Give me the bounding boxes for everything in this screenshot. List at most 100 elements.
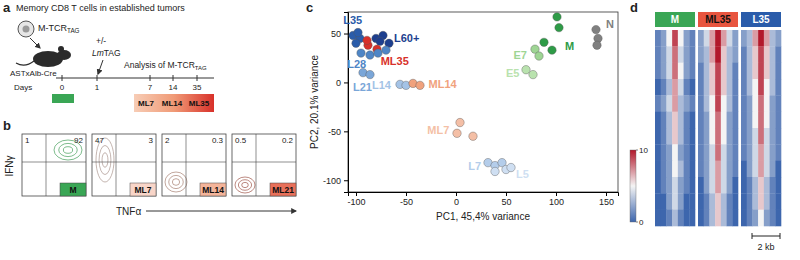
point	[366, 51, 374, 59]
y-axis: -100-50050	[323, 13, 349, 193]
heatmap-cell	[689, 177, 695, 194]
heatmap-cell	[698, 63, 704, 80]
sample-label: L35	[752, 14, 770, 25]
heatmap-cell	[752, 161, 758, 178]
heatmap-cell	[684, 161, 690, 178]
heatmap-cell	[747, 63, 753, 80]
flow-contour	[169, 175, 184, 188]
heatmap-cell	[655, 30, 661, 47]
series-label: N	[606, 18, 614, 30]
heatmap-cell	[698, 161, 704, 178]
heatmap-cell	[758, 30, 764, 47]
x-axis-title: PC1, 45,4% variance	[436, 211, 530, 222]
heatmap-cell	[666, 112, 672, 129]
gate-line	[232, 162, 296, 163]
heatmap-cell	[715, 79, 721, 96]
heatmap-cell	[704, 30, 710, 47]
heatmap-cell	[655, 79, 661, 96]
heatmap-cell	[704, 79, 710, 96]
x-tick: -50	[400, 192, 413, 207]
day-tick	[173, 75, 174, 81]
heatmap-cell	[666, 79, 672, 96]
flow-plot: 0.50.2ML21	[232, 134, 296, 196]
scale-bar	[752, 236, 780, 237]
heatmap-cell	[752, 112, 758, 129]
day-label: 1	[95, 83, 100, 92]
sample-label: ML14	[202, 185, 224, 195]
heatmap-cell	[732, 177, 738, 194]
heatmap-cell	[704, 161, 710, 178]
heatmap-cell	[698, 144, 704, 161]
sample-label: ML35	[705, 14, 731, 25]
heatmap-cell	[698, 46, 704, 63]
timeline	[56, 78, 214, 79]
heatmap-cell	[747, 30, 753, 47]
heatmap-cell	[684, 128, 690, 145]
heatmap-cell	[747, 46, 753, 63]
heatmap-cell	[775, 177, 781, 194]
heatmap-cell	[672, 112, 678, 129]
flow-contour	[238, 180, 251, 191]
series-label: ML35	[381, 55, 409, 67]
heatmap-cell	[741, 79, 747, 96]
heatmap-cell	[689, 30, 695, 47]
sample-box	[270, 183, 296, 196]
point	[507, 163, 515, 171]
heatmap-cell	[709, 95, 715, 112]
figure: aMemory CD8 T cells in established tumor…	[0, 0, 800, 260]
heatmap-cell	[715, 128, 721, 145]
flow-frame	[232, 134, 296, 196]
heatmap-cell	[678, 210, 684, 227]
point	[352, 39, 360, 47]
heatmap-cell	[775, 193, 781, 210]
series-labels: L35L60+ML35L28L21L14ML14ML7L7L5E7E5MN	[343, 14, 614, 179]
heatmap-cell	[727, 210, 733, 227]
heatmap-cell	[678, 95, 684, 112]
quadrant-value: 0.5	[235, 136, 247, 145]
stage-bar	[134, 94, 214, 112]
label-part: Lm	[92, 48, 104, 58]
series-label: L28	[347, 58, 366, 70]
colorbar-tick	[636, 150, 638, 151]
heatmap-cell	[752, 177, 758, 194]
heatmap-cell	[666, 177, 672, 194]
heatmap-cell	[655, 128, 661, 145]
sample-label: M	[671, 14, 679, 25]
point	[491, 167, 499, 175]
heatmap-cell	[732, 193, 738, 210]
x-tick-label: 0	[454, 197, 459, 207]
points	[349, 13, 602, 176]
heatmap-cell	[770, 193, 776, 210]
point	[553, 13, 561, 21]
series-label: L35	[343, 14, 362, 26]
x-tick: 150	[599, 192, 614, 207]
heatmap-cell	[764, 128, 770, 145]
heatmap-cell	[698, 177, 704, 194]
heatmap-block	[698, 30, 738, 226]
x-tick: 50	[501, 192, 511, 207]
y-tick-label: 0	[336, 78, 341, 88]
y-tick-label: -100	[323, 176, 341, 186]
heatmap-cell	[666, 161, 672, 178]
heatmap-cell	[770, 177, 776, 194]
x-tick-label: -100	[347, 197, 365, 207]
heatmap-cell	[770, 210, 776, 227]
point	[548, 46, 556, 54]
heatmap-cell	[758, 112, 764, 129]
heatmap-cell	[752, 144, 758, 161]
point	[469, 132, 477, 140]
heatmap-cell	[678, 46, 684, 63]
y-tick: 50	[331, 29, 348, 39]
heatmap-cell	[764, 193, 770, 210]
colorbar-label: 10	[639, 146, 648, 155]
heatmap-cell	[666, 63, 672, 80]
panel-letter: b	[3, 118, 11, 133]
heatmap-cell	[721, 46, 727, 63]
heatmap-cell	[684, 63, 690, 80]
treatment-sign: +/-	[96, 36, 106, 46]
gate-line	[162, 162, 226, 163]
heatmap-cell	[698, 30, 704, 47]
x-tick-mark	[356, 192, 357, 196]
label-part: TAG	[195, 65, 207, 71]
series-label: E5	[506, 67, 519, 79]
